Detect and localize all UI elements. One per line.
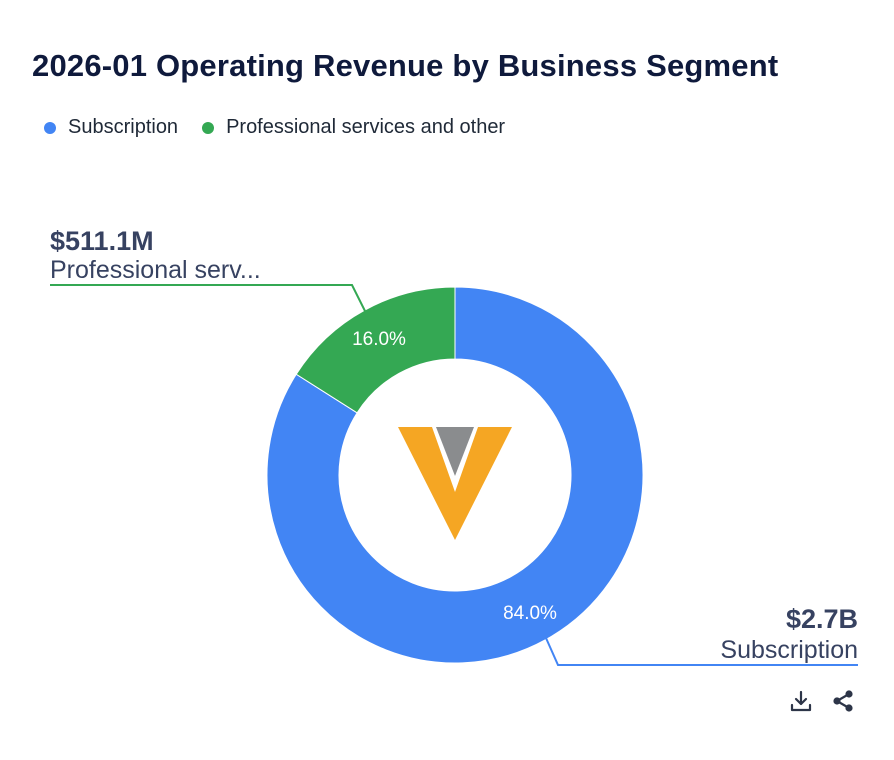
legend-label-subscription: Subscription	[68, 116, 179, 138]
callout-value-professional-services: $511.1M	[50, 226, 154, 256]
legend-item-professional-services[interactable]: Professional services and other	[202, 116, 505, 139]
download-icon	[790, 690, 812, 712]
download-button[interactable]	[786, 686, 816, 716]
callout-name-subscription: Subscription	[720, 636, 858, 664]
share-button[interactable]	[828, 686, 858, 716]
legend-dot-subscription	[44, 121, 56, 134]
legend-dot-professional-services	[202, 121, 215, 134]
callout-name-professional-services: Professional serv...	[50, 256, 261, 284]
slice-subscription[interactable]	[266, 286, 644, 664]
chart-legend: Subscription Professional services and o…	[44, 116, 529, 139]
legend-label-professional-services: Professional services and other	[226, 116, 506, 138]
callout-line-professional-services	[50, 284, 366, 312]
legend-item-subscription[interactable]: Subscription	[44, 116, 178, 139]
callout-line-subscription	[545, 637, 858, 666]
slice-label-professional-services: 16.0%	[352, 329, 406, 350]
callout-value-subscription: $2.7B	[786, 604, 858, 634]
chart-toolbar	[786, 686, 870, 716]
slice-professional-services[interactable]	[295, 286, 456, 414]
veeva-v-logo	[372, 420, 536, 544]
chart-title: 2026-01 Operating Revenue by Business Se…	[32, 48, 779, 83]
slice-label-subscription: 84.0%	[503, 603, 557, 624]
share-icon	[833, 690, 853, 712]
